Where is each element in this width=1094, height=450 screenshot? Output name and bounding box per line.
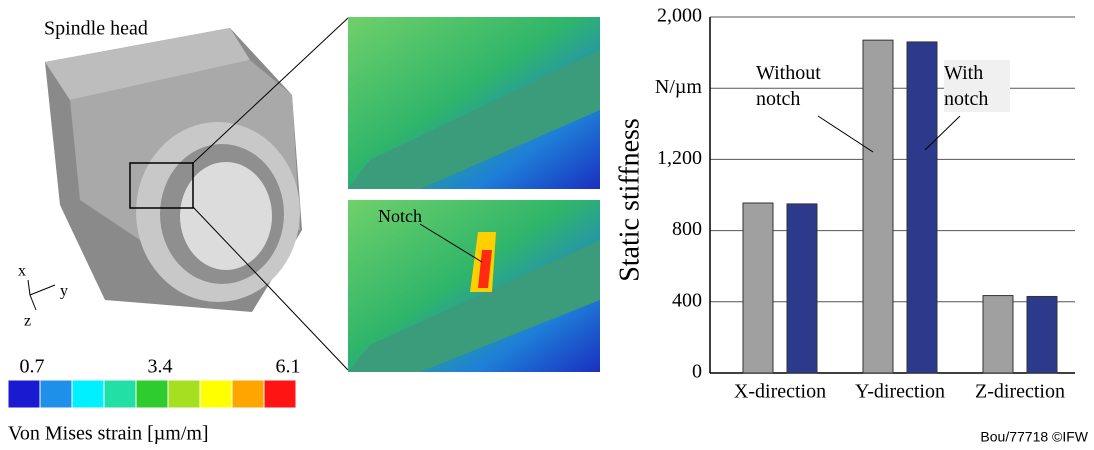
- canvas: Spindle head Notch x y z Von Mises strai…: [0, 0, 1094, 450]
- y-tick-label: 800: [672, 218, 702, 240]
- colorbar-swatch: [264, 380, 296, 408]
- colorbar-swatch: [136, 380, 168, 408]
- colorbar-swatch: [40, 380, 72, 408]
- notch-label: Notch: [378, 206, 422, 226]
- colorbar-tick-label: 0.7: [20, 356, 45, 378]
- axis-letter: z: [24, 313, 31, 330]
- colorbar-swatch: [232, 380, 264, 408]
- series-annotation: With notch: [944, 60, 1010, 112]
- bar: [1027, 296, 1057, 373]
- y-tick-label: N/µm: [655, 76, 703, 98]
- bar: [743, 203, 773, 373]
- fe-panels: [348, 17, 600, 372]
- spindle-head-image: [28, 18, 348, 370]
- x-tick-label: X-direction: [734, 381, 826, 403]
- colorbar-swatch: [200, 380, 232, 408]
- figure: Spindle head Notch x y z Von Mises strai…: [0, 0, 1094, 450]
- axis-letter: x: [18, 263, 26, 280]
- x-tick-label: Z-direction: [975, 381, 1065, 403]
- series-annotation: Without notch: [756, 60, 848, 112]
- bar: [787, 204, 817, 373]
- bar: [907, 42, 937, 373]
- colorbar-swatch: [8, 380, 40, 408]
- y-tick-label: 0: [692, 361, 702, 383]
- credit: Bou/77718 ©IFW: [980, 429, 1088, 445]
- part-label: Spindle head: [44, 18, 148, 40]
- colorbar-tick-label: 3.4: [148, 356, 173, 378]
- y-axis-title: Static stiffness: [614, 118, 645, 282]
- colorbar-swatch: [104, 380, 136, 408]
- bar: [983, 296, 1013, 373]
- axis-letter: y: [60, 283, 68, 300]
- colorbar-swatch: [72, 380, 104, 408]
- colorbar-label: Von Mises strain [µm/m]: [8, 423, 209, 445]
- y-tick-label: 400: [672, 289, 702, 311]
- colorbar-swatch: [168, 380, 200, 408]
- y-tick-label: 2,000: [657, 5, 702, 27]
- colorbar-tick-label: 6.1: [276, 356, 301, 378]
- x-tick-label: Y-direction: [855, 381, 945, 403]
- y-tick-label: 1,200: [657, 147, 702, 169]
- bar: [863, 40, 893, 373]
